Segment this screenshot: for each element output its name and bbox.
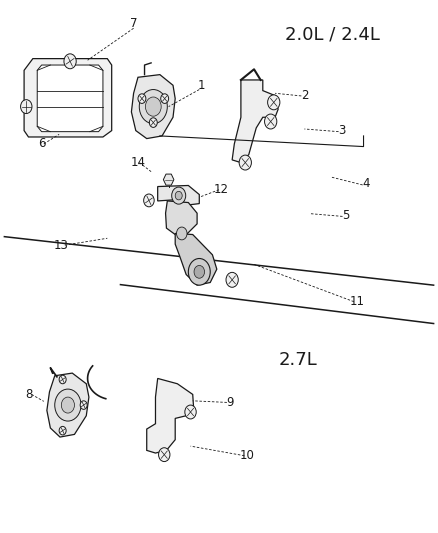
Circle shape [268, 95, 280, 110]
Circle shape [226, 272, 238, 287]
Circle shape [59, 426, 66, 435]
Polygon shape [166, 201, 197, 235]
Polygon shape [47, 373, 89, 437]
Circle shape [55, 389, 81, 421]
Circle shape [21, 100, 32, 114]
Text: 5: 5 [343, 209, 350, 222]
Text: 14: 14 [131, 156, 145, 169]
Text: 2.7L: 2.7L [279, 351, 317, 369]
Text: 10: 10 [240, 449, 255, 462]
Polygon shape [24, 59, 112, 137]
Polygon shape [175, 233, 217, 285]
Circle shape [59, 375, 66, 384]
Text: 11: 11 [350, 295, 364, 308]
Circle shape [185, 405, 196, 419]
Text: 4: 4 [362, 177, 370, 190]
Circle shape [265, 114, 277, 129]
Text: 13: 13 [54, 239, 69, 252]
Text: 3: 3 [338, 124, 345, 137]
Circle shape [175, 191, 182, 200]
Circle shape [80, 401, 87, 409]
Polygon shape [232, 80, 278, 163]
Circle shape [138, 94, 146, 103]
Text: 7: 7 [130, 18, 138, 30]
Polygon shape [158, 185, 199, 205]
Circle shape [161, 94, 169, 103]
Text: 2: 2 [300, 90, 308, 102]
Circle shape [194, 265, 205, 278]
Circle shape [188, 259, 210, 285]
Circle shape [144, 194, 154, 207]
Polygon shape [163, 174, 174, 185]
Circle shape [145, 97, 161, 116]
Text: 8: 8 [25, 388, 32, 401]
Text: 9: 9 [226, 396, 234, 409]
Text: 2.0L / 2.4L: 2.0L / 2.4L [286, 26, 380, 44]
Circle shape [61, 397, 74, 413]
Text: 6: 6 [38, 138, 46, 150]
Circle shape [139, 90, 167, 124]
Circle shape [172, 187, 186, 204]
Polygon shape [37, 65, 103, 132]
Circle shape [149, 118, 157, 127]
Circle shape [64, 54, 76, 69]
Polygon shape [131, 75, 175, 139]
Text: 1: 1 [198, 79, 205, 92]
Circle shape [177, 227, 187, 240]
Polygon shape [147, 378, 194, 453]
Text: 12: 12 [214, 183, 229, 196]
Circle shape [159, 448, 170, 462]
Circle shape [239, 155, 251, 170]
